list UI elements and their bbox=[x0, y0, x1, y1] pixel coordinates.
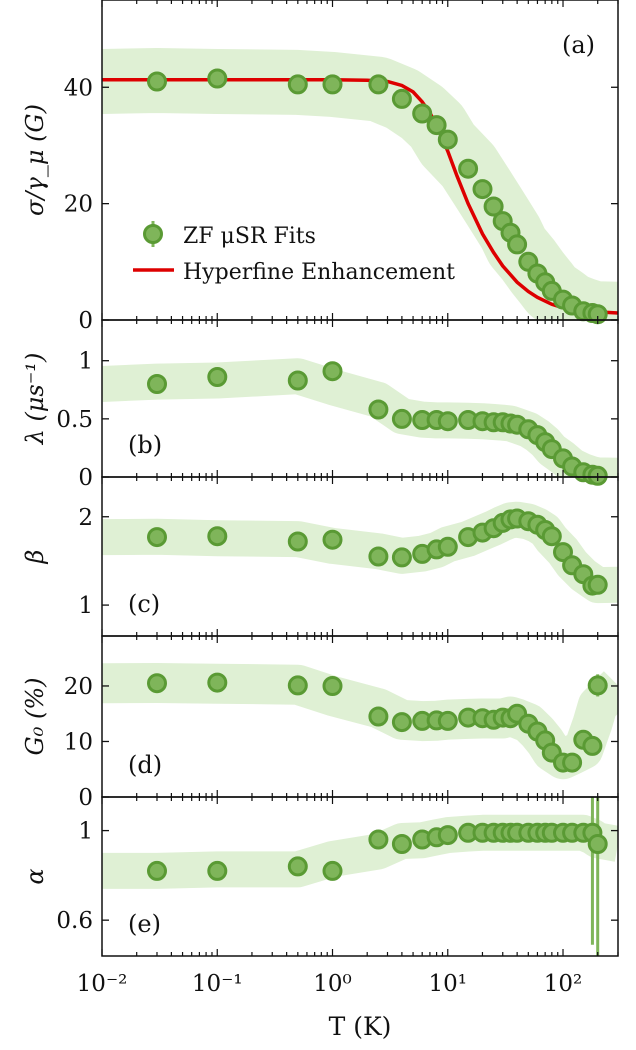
data-point bbox=[391, 88, 412, 109]
data-point bbox=[287, 675, 308, 696]
data-point bbox=[147, 673, 167, 694]
data-point bbox=[207, 672, 228, 693]
axis-text: 0 20 40 (a) σ/γ_μ (G) 0 0.5 1 (b) λ (μs⁻¹) 1 2 (c) β 0… bbox=[21, 31, 595, 1041]
y-tick-label: 0 bbox=[78, 308, 93, 334]
legend-marker bbox=[143, 224, 163, 244]
data-point bbox=[437, 710, 458, 731]
data-point bbox=[322, 676, 343, 696]
data-point bbox=[391, 834, 412, 854]
data-point bbox=[322, 860, 343, 881]
data-point bbox=[368, 399, 389, 420]
data-point bbox=[426, 115, 447, 136]
legend-entry-zf-musr: ZF μSR Fits bbox=[183, 224, 316, 249]
data-point bbox=[368, 546, 389, 567]
data-point bbox=[207, 68, 228, 89]
data-point bbox=[562, 752, 583, 773]
data-point bbox=[287, 370, 308, 391]
panel-label: (e) bbox=[128, 910, 161, 938]
panel-label: (b) bbox=[128, 431, 162, 459]
y-tick-label: 0 bbox=[78, 465, 93, 491]
data-point bbox=[322, 361, 343, 382]
data-point bbox=[553, 542, 573, 563]
y-tick-label: 0 bbox=[78, 785, 93, 811]
data-point bbox=[368, 829, 389, 850]
data-point bbox=[147, 860, 167, 881]
data-point bbox=[368, 706, 389, 727]
data-point bbox=[437, 825, 458, 846]
y-tick-label: 10 bbox=[64, 729, 93, 755]
data-point bbox=[587, 834, 608, 854]
data-point bbox=[287, 531, 308, 552]
data-point bbox=[458, 158, 479, 179]
x-tick-label: 10¹ bbox=[429, 971, 468, 997]
panel-label: (a) bbox=[562, 31, 595, 59]
y-tick-label: 1 bbox=[78, 349, 93, 375]
data-points bbox=[147, 68, 608, 881]
y-tick-label: 2 bbox=[78, 505, 93, 531]
y-tick-label: 1 bbox=[78, 593, 93, 619]
x-tick-label: 10⁻¹ bbox=[192, 971, 243, 997]
data-point bbox=[391, 408, 412, 429]
data-point bbox=[322, 529, 343, 550]
y-axis-label: G₀ (%) bbox=[21, 678, 49, 756]
data-point bbox=[147, 527, 167, 548]
x-tick-label: 10⁻² bbox=[77, 971, 128, 997]
data-point bbox=[483, 196, 504, 217]
data-point bbox=[412, 103, 433, 124]
y-tick-label: 20 bbox=[64, 674, 93, 700]
x-tick-label: 10² bbox=[544, 971, 583, 997]
data-point bbox=[582, 735, 603, 756]
data-point bbox=[507, 234, 528, 255]
data-point bbox=[541, 526, 562, 547]
data-point bbox=[287, 74, 308, 95]
data-point bbox=[207, 367, 228, 387]
data-point bbox=[437, 129, 458, 150]
y-tick-label: 20 bbox=[64, 192, 93, 218]
x-tick-label: 10⁰ bbox=[313, 971, 352, 997]
data-point bbox=[391, 547, 412, 568]
axes bbox=[101, 0, 619, 957]
data-point bbox=[437, 411, 458, 432]
data-point bbox=[391, 712, 412, 733]
data-point bbox=[147, 71, 167, 92]
y-tick-label: 0.5 bbox=[56, 407, 93, 433]
data-point bbox=[322, 74, 343, 95]
legend: ZF μSR Fits Hyperfine Enhancement bbox=[133, 221, 455, 285]
data-point bbox=[207, 860, 228, 881]
y-axis-label: β bbox=[21, 550, 49, 565]
data-point bbox=[587, 574, 608, 595]
data-point bbox=[437, 536, 458, 557]
legend-entry-hyperfine: Hyperfine Enhancement bbox=[183, 260, 455, 285]
y-axis-label: α bbox=[21, 868, 49, 884]
confidence-bands bbox=[102, 48, 618, 889]
x-axis-label: T (K) bbox=[329, 1012, 392, 1041]
panel-label: (c) bbox=[128, 590, 160, 618]
data-point bbox=[472, 179, 493, 200]
y-tick-label: 1 bbox=[78, 819, 93, 845]
y-axis-label: λ (μs⁻¹) bbox=[21, 353, 49, 446]
y-tick-label: 40 bbox=[64, 75, 93, 101]
panel-frame bbox=[101, 796, 619, 957]
y-axis-label: σ/γ_μ (G) bbox=[21, 104, 49, 216]
data-point bbox=[147, 374, 167, 394]
panel-label: (d) bbox=[128, 751, 162, 779]
data-point bbox=[207, 526, 228, 547]
data-point bbox=[287, 856, 308, 877]
y-tick-label: 0.6 bbox=[56, 908, 93, 934]
data-point bbox=[587, 675, 608, 696]
data-point bbox=[368, 74, 389, 95]
